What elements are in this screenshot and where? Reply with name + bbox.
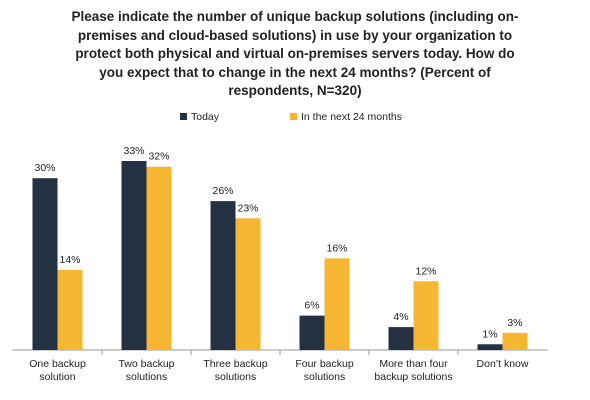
x-tick-label: Don’t know [476, 358, 529, 370]
legend-swatch [290, 113, 297, 120]
bar [388, 327, 414, 350]
x-tick-label: Four backup solutions [295, 358, 354, 383]
data-label: 12% [415, 265, 436, 277]
data-label: 14% [59, 254, 80, 266]
bar [324, 258, 350, 350]
data-label: 1% [482, 328, 497, 340]
bar [146, 166, 172, 350]
x-tick-label: Two backup solutions [118, 358, 175, 383]
data-label: 32% [148, 151, 169, 163]
data-label: 30% [34, 162, 55, 174]
x-tick-label: Three backup solutions [203, 358, 268, 383]
data-label: 26% [212, 185, 233, 197]
bar [210, 201, 236, 350]
data-label: 3% [507, 317, 522, 329]
bar [502, 332, 528, 350]
data-label: 16% [326, 242, 347, 254]
bar [299, 315, 325, 350]
legend-label: Today [191, 111, 220, 123]
data-label: 33% [123, 145, 144, 157]
legend-swatch [180, 113, 187, 120]
data-label: 4% [393, 311, 408, 323]
x-tick-label: More than four backup solutions [374, 358, 453, 383]
bar [477, 344, 503, 350]
bar [413, 281, 439, 350]
data-label: 6% [304, 300, 319, 312]
bar [32, 178, 58, 350]
bar [235, 218, 261, 350]
legend-label: In the next 24 months [301, 111, 402, 123]
chart-title: Please indicate the number of unique bac… [71, 9, 519, 98]
bar [121, 161, 147, 350]
bar [57, 269, 83, 350]
data-label: 23% [237, 202, 258, 214]
x-tick-label: One backup solution [29, 358, 86, 383]
